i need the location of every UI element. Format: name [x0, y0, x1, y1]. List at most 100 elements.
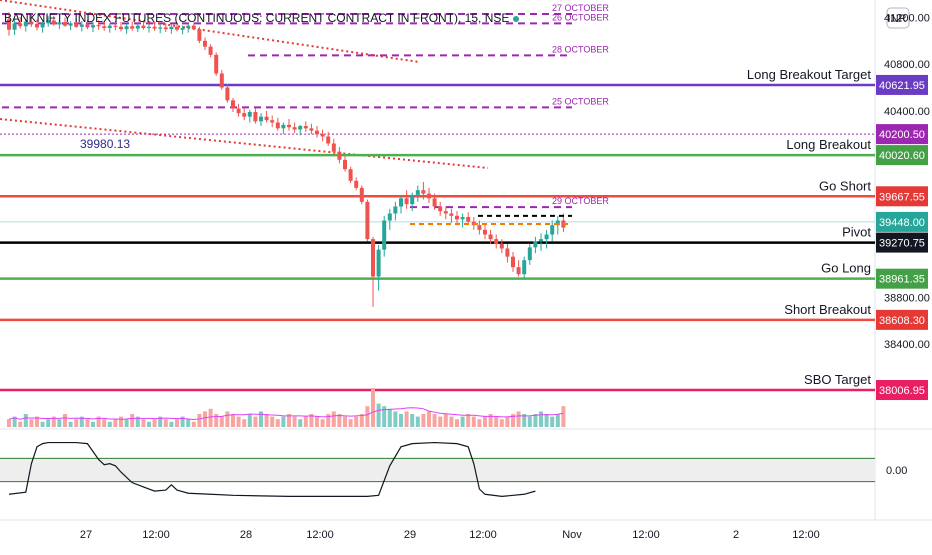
volume-bar — [376, 403, 381, 427]
price-badge — [876, 211, 928, 232]
session-label: 26 OCTOBER — [552, 12, 609, 22]
candle-body — [298, 126, 303, 130]
volume-bar — [57, 419, 62, 427]
candle-body — [466, 217, 471, 222]
candle-body — [236, 108, 241, 114]
candle-body — [527, 247, 532, 261]
candle-body — [488, 234, 493, 240]
level-name-label: Short Breakout — [784, 302, 871, 317]
price-badge-label: 38608.30 — [879, 315, 925, 327]
candle-body — [74, 23, 79, 27]
y-tick-label: 38800.00 — [884, 293, 930, 305]
volume-bar — [287, 414, 291, 427]
volume-bar — [516, 411, 521, 427]
candle-body — [432, 198, 437, 207]
volume-bar — [158, 416, 163, 427]
volume-bar — [359, 414, 364, 427]
volume-bar — [455, 419, 459, 427]
candle-body — [438, 206, 443, 212]
candle-body — [460, 217, 465, 220]
volume-ma-line — [8, 407, 564, 420]
candle-body — [365, 201, 370, 240]
candle-body — [421, 190, 426, 194]
price-badge-label: 39667.55 — [879, 191, 925, 203]
volume-bar — [107, 421, 112, 427]
candle-body — [264, 116, 269, 121]
x-tick-label: 12:00 — [306, 529, 334, 541]
volume-bar — [130, 414, 135, 427]
candle-body — [550, 225, 555, 235]
price-note: 39980.13 — [80, 137, 130, 151]
price-badge-label: 39270.75 — [879, 238, 925, 250]
volume-bar — [270, 416, 275, 427]
volume-bar — [51, 416, 56, 427]
volume-bar — [63, 414, 67, 427]
volume-bar — [113, 419, 118, 427]
volume-bar — [7, 419, 11, 427]
volume-bar — [382, 406, 387, 427]
volume-bar — [438, 416, 443, 427]
volume-bar — [74, 419, 79, 427]
candle-body — [410, 194, 415, 205]
candle-body — [354, 180, 359, 188]
volume-bar — [404, 411, 409, 427]
volume-bar — [443, 414, 448, 427]
currency-button[interactable] — [886, 7, 910, 29]
candle-body — [225, 87, 230, 101]
volume-bar — [544, 414, 549, 427]
candle-body — [275, 122, 280, 129]
volume-bar — [348, 419, 353, 427]
volume-bar — [281, 416, 286, 427]
price-badge-label: 40200.50 — [879, 129, 925, 141]
candle-body — [197, 29, 202, 41]
volume-bar — [35, 416, 39, 427]
candle-body — [371, 239, 375, 277]
level-name-label: Go Short — [819, 178, 871, 193]
candle-body — [214, 54, 219, 74]
candle-body — [259, 116, 263, 122]
candle-body — [309, 128, 314, 131]
candle-body — [359, 187, 364, 202]
candle-body — [231, 100, 235, 109]
volume-bar — [337, 414, 342, 427]
volume-bar — [427, 411, 431, 427]
candle-body — [415, 190, 420, 195]
volume-bar — [68, 421, 73, 427]
volume-bar — [298, 419, 303, 427]
volume-bar — [488, 414, 493, 427]
x-tick-label: 12:00 — [469, 529, 497, 541]
volume-bar — [203, 411, 207, 427]
chart-title: BANKNIFTY INDEX FUTURES (CONTINUOUS: CUR… — [4, 11, 520, 25]
volume-bar — [494, 416, 499, 427]
price-badge — [876, 74, 928, 95]
candle-body — [40, 23, 45, 28]
price-badge-label: 40621.95 — [879, 80, 925, 92]
volume-bar — [163, 419, 168, 427]
chart-title-text: BANKNIFTY INDEX FUTURES (CONTINUOUS: CUR… — [4, 11, 510, 25]
candle-body — [147, 26, 151, 28]
candle-body — [219, 73, 224, 88]
volume-bar — [399, 414, 403, 427]
y-tick-label: 41200.00 — [884, 13, 930, 25]
volume-bar — [387, 408, 392, 427]
oscillator-band — [0, 458, 875, 482]
candle-body — [404, 198, 409, 205]
candle-body — [455, 215, 459, 220]
volume-bar — [219, 416, 224, 427]
volume-bar — [483, 416, 487, 427]
price-badge-label: 38961.35 — [879, 274, 925, 286]
volume-bar — [343, 416, 347, 427]
volume-bar — [471, 416, 476, 427]
candle-body — [477, 225, 482, 230]
level-name-label: SBO Target — [804, 372, 871, 387]
volume-bar — [466, 414, 471, 427]
y-tick-label: 38400.00 — [884, 339, 930, 351]
volume-bar — [365, 406, 370, 427]
candle-body — [315, 130, 319, 135]
candle-body — [91, 25, 95, 28]
trend-line — [0, 118, 489, 169]
level-name-label: Long Breakout Target — [747, 67, 871, 82]
volume-bar — [242, 419, 247, 427]
